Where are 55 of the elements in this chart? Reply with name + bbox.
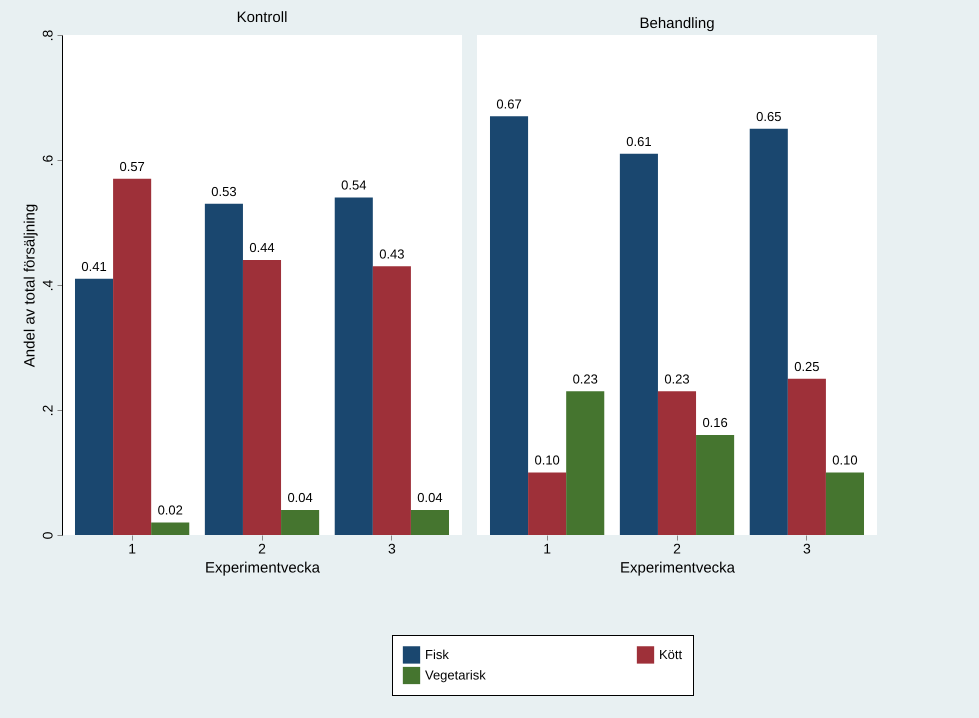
data-label: 0.61 (626, 134, 652, 149)
bar (372, 266, 411, 535)
data-label: 0.67 (496, 96, 522, 112)
bar (74, 278, 114, 535)
bar (528, 472, 566, 535)
x-tick-label: 2 (258, 540, 266, 556)
x-tick-label: 1 (128, 540, 136, 556)
data-label: 0.57 (119, 158, 145, 174)
legend-label: Vegetarisk (425, 668, 486, 682)
data-label: 0.25 (794, 358, 820, 374)
data-label: 0.04 (417, 490, 443, 505)
bar (750, 128, 788, 535)
x-tick-label: 3 (388, 540, 396, 556)
x-axis-title: Experimentvecka (204, 560, 321, 576)
data-label: 0.53 (211, 184, 237, 199)
y-tick-label: .2 (40, 404, 56, 416)
bar (151, 522, 190, 535)
x-tick-label: 3 (802, 540, 811, 556)
x-tick-label: 2 (673, 540, 682, 556)
legend-label: Fisk (425, 646, 450, 662)
data-label: 0.44 (249, 240, 275, 255)
data-label: 0.41 (81, 258, 107, 274)
y-tick-label: .8 (40, 29, 56, 42)
bar (826, 472, 864, 535)
y-tick-label: .4 (40, 279, 56, 292)
data-label: 0.10 (832, 452, 858, 468)
bar (566, 391, 604, 535)
bar (204, 204, 243, 535)
data-label: 0.43 (379, 246, 405, 262)
data-label: 0.23 (572, 371, 598, 386)
chart-title: Behandling (639, 15, 715, 32)
bar (281, 510, 320, 535)
data-label: 0.23 (664, 371, 690, 386)
data-label: 0.10 (534, 452, 560, 468)
data-label: 0.16 (702, 415, 728, 430)
bar (490, 116, 528, 535)
y-axis-title: Andel av total försäljning (22, 204, 38, 368)
chart-title: Kontroll (236, 9, 288, 26)
data-label: 0.65 (756, 108, 782, 124)
bar (620, 154, 658, 535)
data-label: 0.02 (158, 502, 183, 518)
y-tick-label: 0 (40, 531, 56, 540)
data-label: 0.04 (287, 490, 313, 505)
bar (788, 378, 826, 535)
bar (410, 510, 450, 535)
data-label: 0.54 (341, 178, 366, 192)
bar (658, 391, 696, 535)
bar (113, 178, 152, 535)
x-axis-title: Experimentvecka (620, 560, 736, 576)
legend-label: Kött (659, 646, 683, 662)
bar (242, 260, 282, 535)
bar (696, 435, 734, 535)
x-tick-label: 1 (543, 540, 552, 556)
y-tick-label: .6 (40, 154, 56, 166)
bar (334, 198, 373, 535)
